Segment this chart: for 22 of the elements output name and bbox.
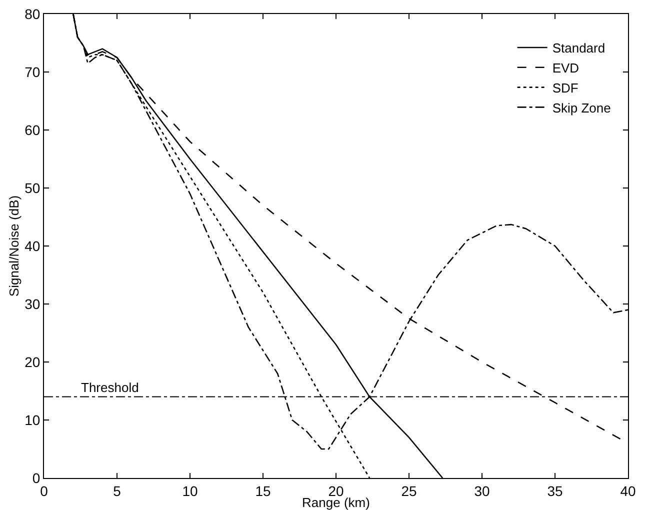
x-tick-label: 15 <box>255 482 271 499</box>
y-tick-label: 70 <box>24 64 40 80</box>
legend-label: SDF <box>552 80 578 96</box>
x-tick-label: 35 <box>547 482 563 499</box>
x-tick-label: 40 <box>620 482 636 499</box>
ref-line-label: Threshold <box>81 380 139 395</box>
y-tick-label: 50 <box>24 180 40 196</box>
x-tick-label: 30 <box>474 482 490 499</box>
legend-label: EVD <box>552 60 580 76</box>
x-tick-label: 5 <box>113 482 122 499</box>
legend-label: Skip Zone <box>552 100 611 116</box>
y-tick-label: 10 <box>24 412 40 428</box>
x-tick-label: 10 <box>182 482 198 499</box>
x-tick-label: 25 <box>401 482 417 499</box>
y-tick-label: 0 <box>32 470 40 486</box>
y-tick-label: 30 <box>24 296 40 312</box>
legend-label: Standard <box>552 40 606 56</box>
y-tick-label: 80 <box>24 6 40 22</box>
y-axis-title: Signal/Noise (dB) <box>6 195 22 297</box>
y-tick-label: 20 <box>24 354 40 370</box>
y-tick-label: 60 <box>24 122 40 138</box>
y-tick-label: 40 <box>24 238 40 254</box>
